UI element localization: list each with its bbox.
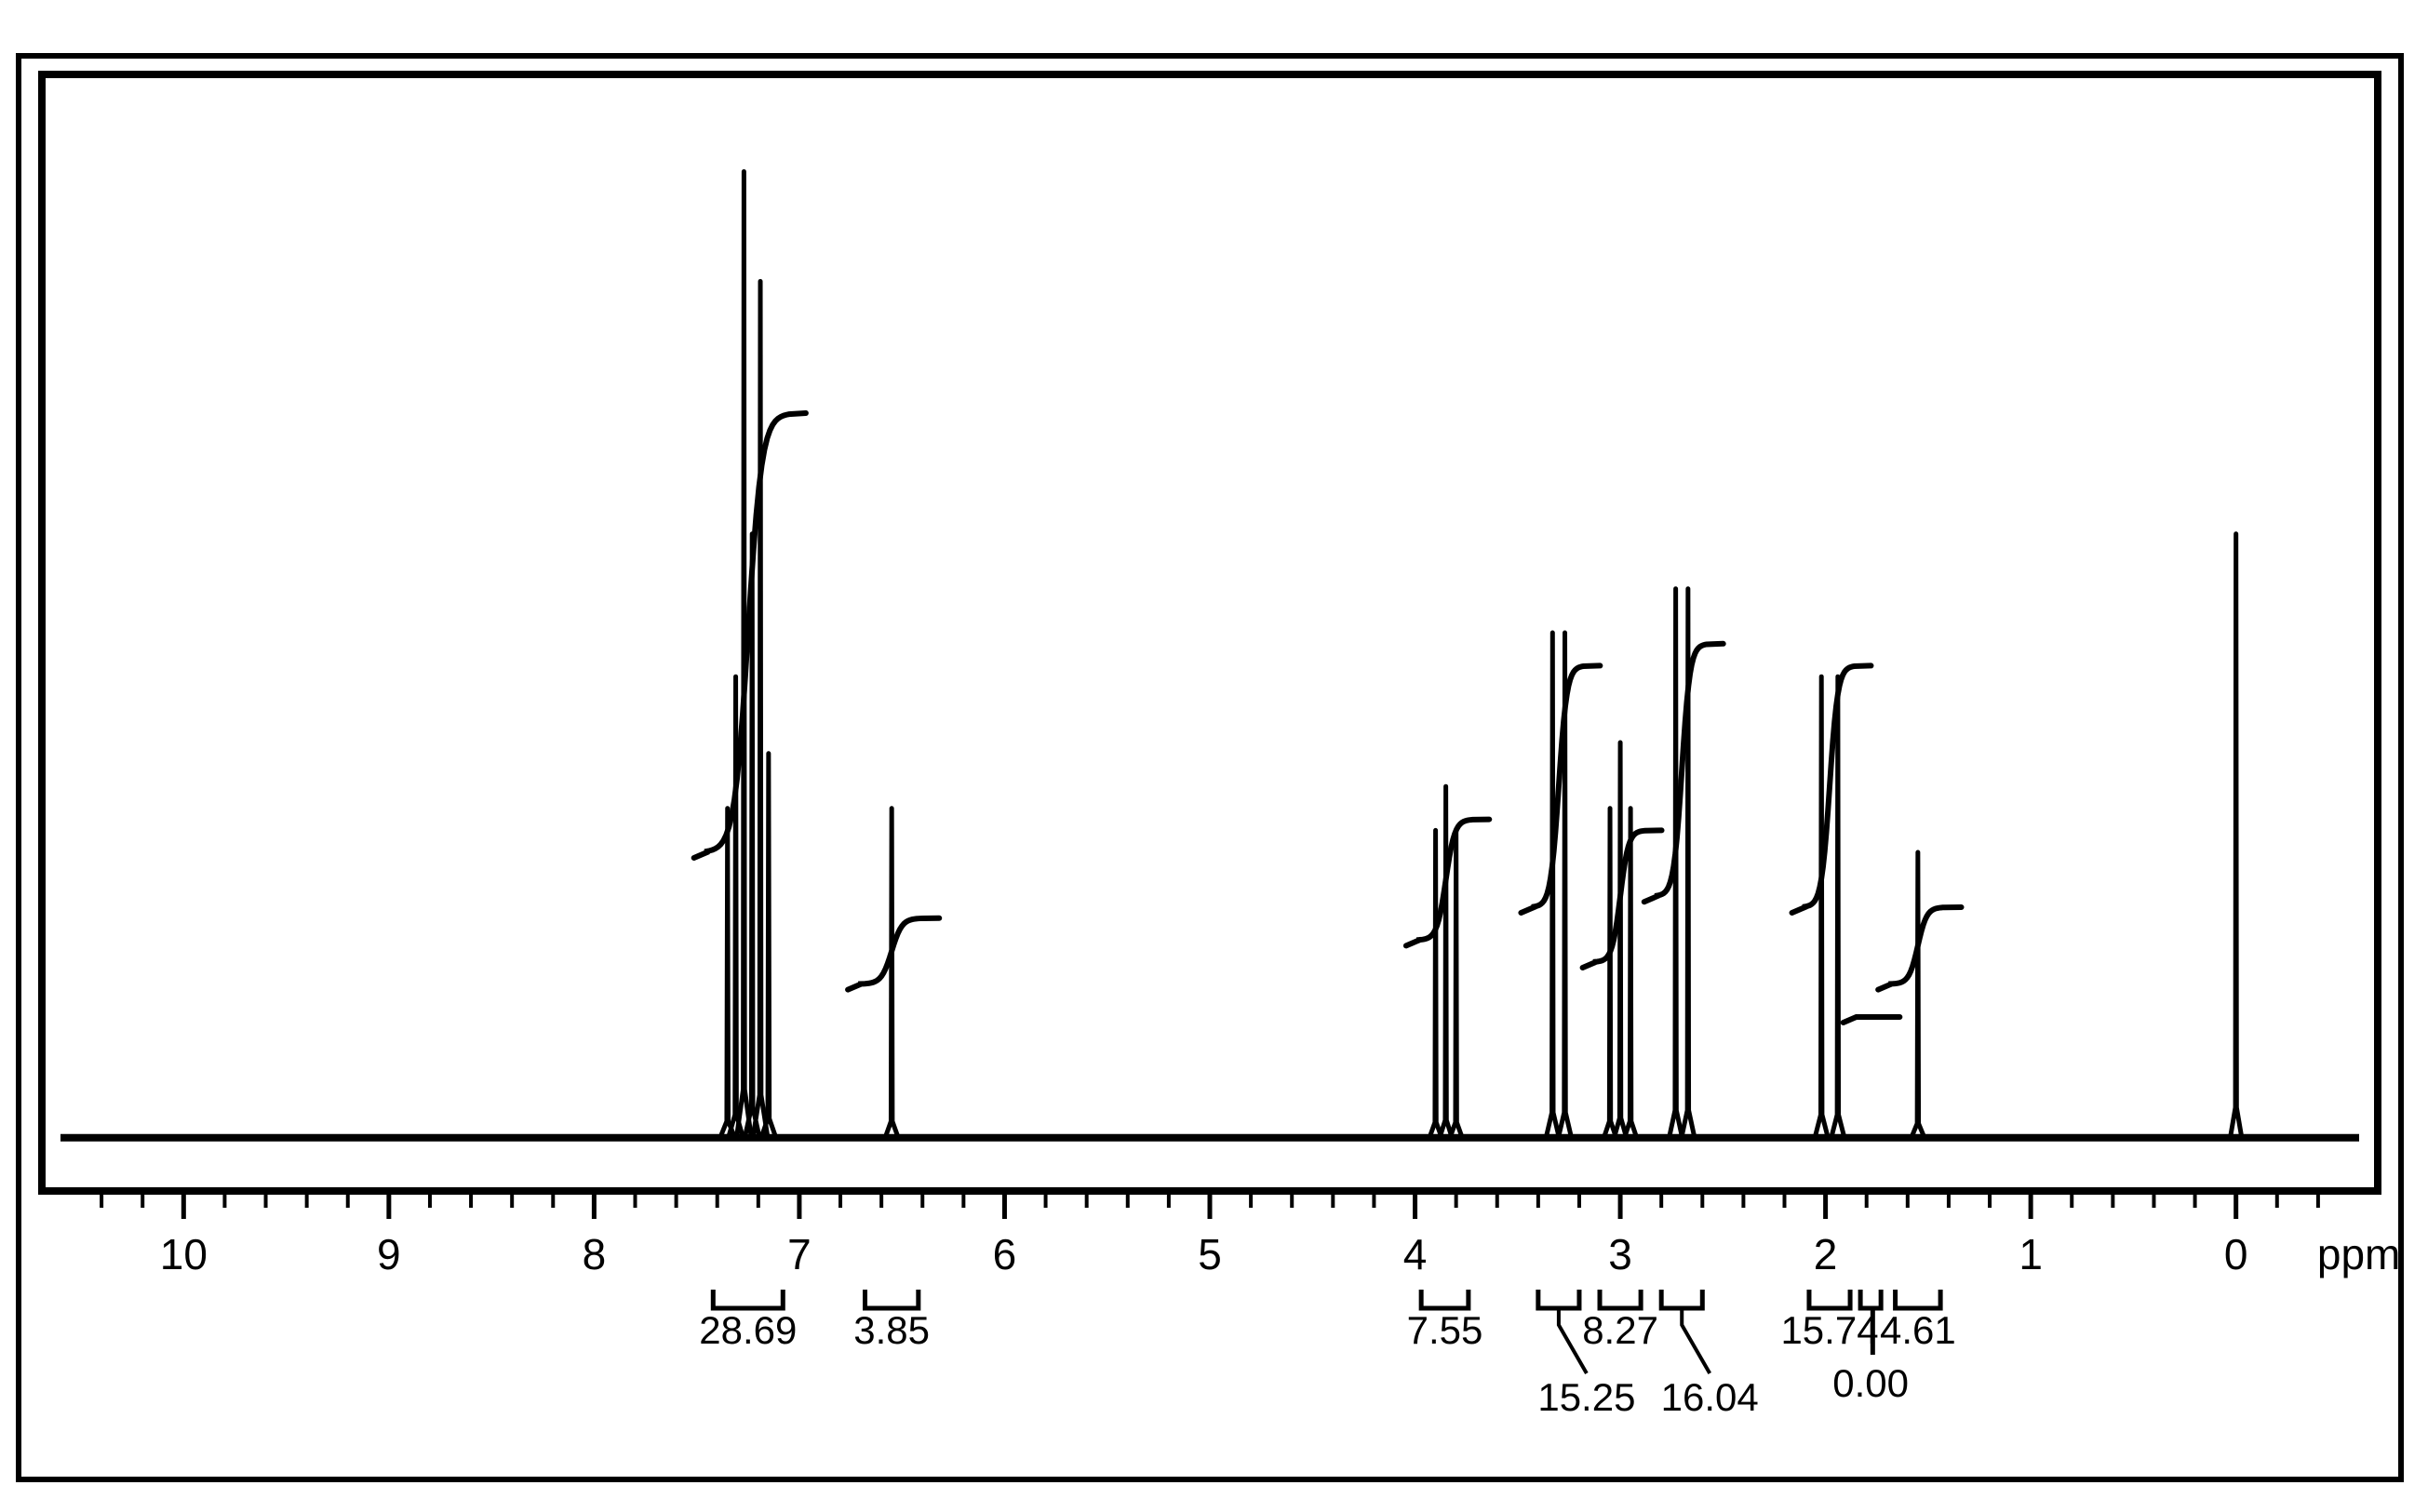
peak-group (1429, 786, 1462, 1138)
axis-tick-label: 2 (1814, 1230, 1838, 1278)
integral-label: 7.55 (1407, 1308, 1483, 1352)
axis-tick-label: 4 (1403, 1230, 1428, 1278)
axis-unit-label: ppm (2317, 1230, 2400, 1278)
integral-label: 4.61 (1880, 1308, 1956, 1352)
axis-tick-label: 10 (160, 1230, 208, 1278)
axis-tick-label: 8 (583, 1230, 607, 1278)
integral-label: 28.69 (699, 1308, 797, 1352)
spectrum-frame (42, 74, 2378, 1191)
axis-tick-label: 1 (2019, 1230, 2043, 1278)
axis-tick-label: 5 (1198, 1230, 1222, 1278)
integral-label: 15.74 (1780, 1308, 1878, 1352)
nmr-spectrum-svg: 109876543210ppm28.693.857.5515.258.2716.… (0, 0, 2428, 1512)
axis-tick-label: 0 (2224, 1230, 2248, 1278)
axis-tick-label: 6 (993, 1230, 1017, 1278)
integral-label: 8.27 (1582, 1308, 1658, 1352)
integral-label: 16.04 (1661, 1375, 1759, 1419)
axis-tick-label: 7 (787, 1230, 812, 1278)
axis-tick-label: 9 (377, 1230, 401, 1278)
integral-label: 3.85 (853, 1308, 930, 1352)
axis-tick-label: 3 (1608, 1230, 1632, 1278)
integral-label: 0.00 (1832, 1361, 1909, 1405)
integral-label: 15.25 (1537, 1375, 1635, 1419)
